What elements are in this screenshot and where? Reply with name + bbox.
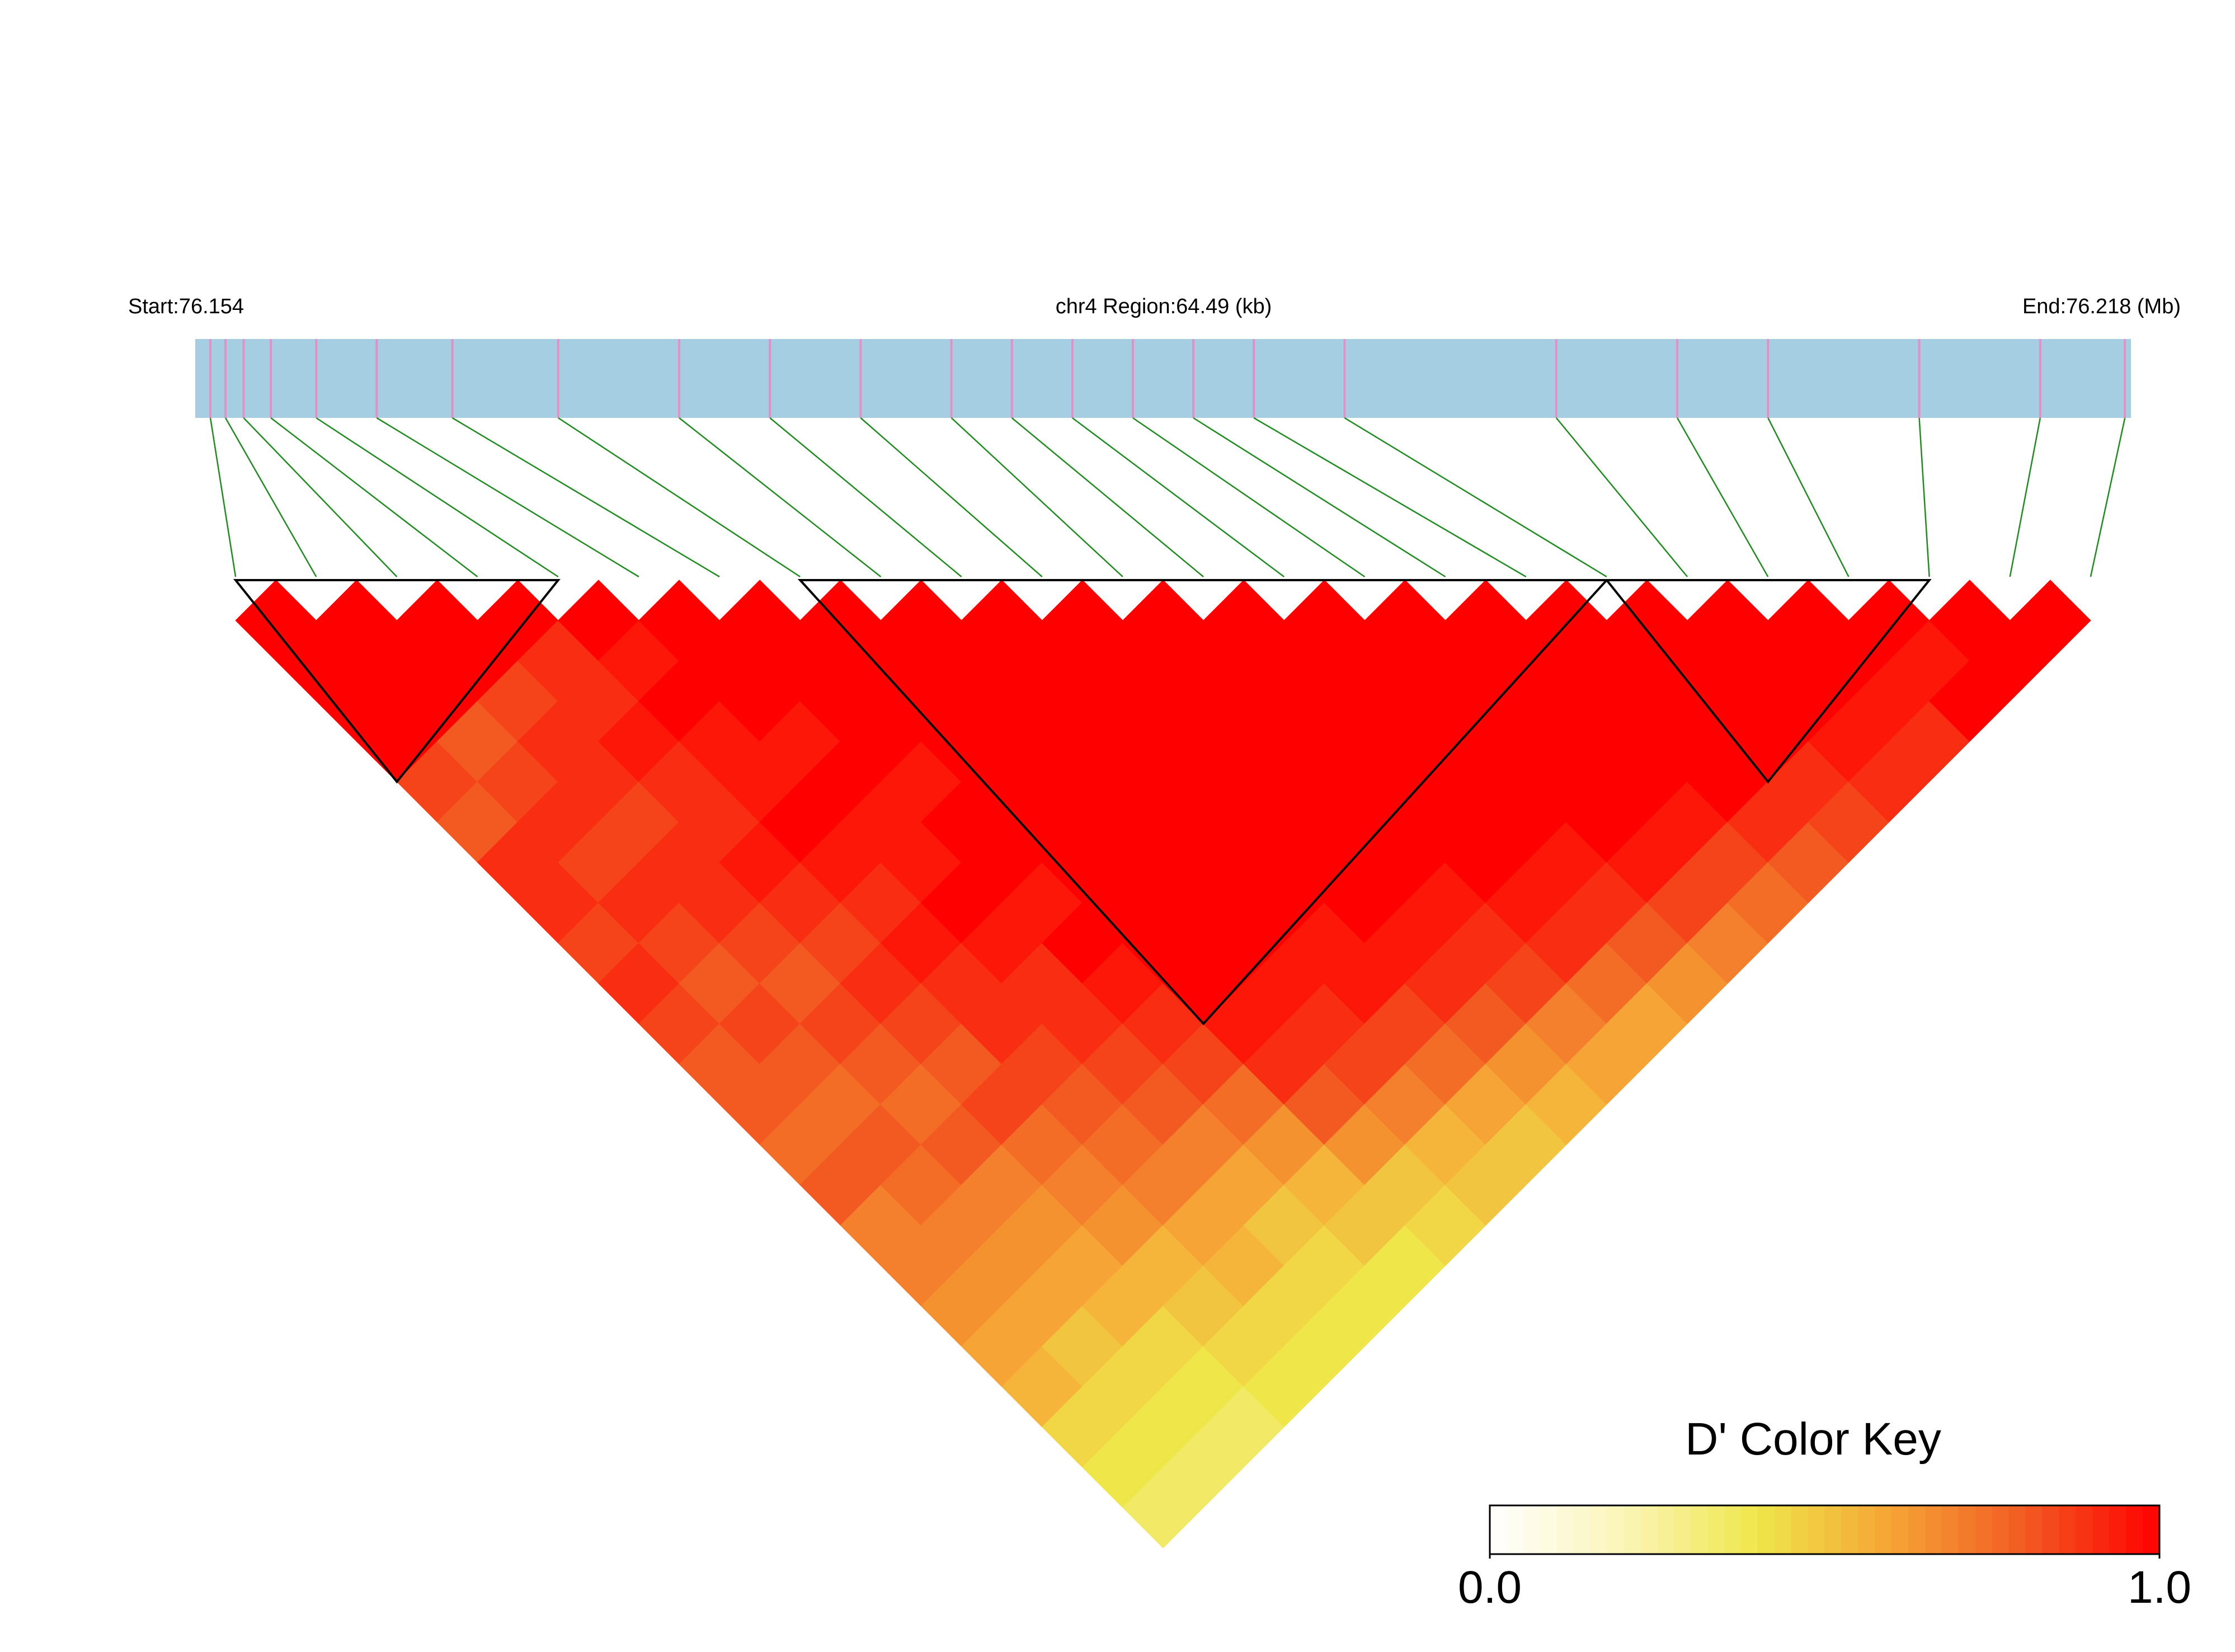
snp-link bbox=[1132, 417, 1366, 578]
color-key-swatch bbox=[1858, 1505, 1876, 1554]
snp-link bbox=[451, 417, 720, 578]
color-key-frame bbox=[1489, 1504, 2161, 1555]
region-label: chr4 Region:64.49 (kb) bbox=[1056, 295, 1272, 318]
color-key-swatch bbox=[1640, 1505, 1658, 1554]
color-key-swatch bbox=[1925, 1505, 1942, 1554]
color-key-swatch bbox=[1740, 1505, 1758, 1554]
snp-link bbox=[270, 417, 478, 577]
color-key-swatch bbox=[1958, 1505, 1976, 1554]
haplotype-block bbox=[1604, 579, 1932, 784]
snp-link bbox=[1918, 417, 1930, 577]
color-key-swatch bbox=[1992, 1505, 2010, 1554]
snp-link bbox=[558, 417, 801, 578]
color-key-swatch bbox=[2126, 1505, 2144, 1554]
gene-track bbox=[195, 339, 2131, 418]
color-key-swatch bbox=[1975, 1505, 1993, 1554]
snp-link bbox=[1072, 417, 1285, 577]
start-label: Start:76.154 bbox=[128, 295, 244, 318]
snp-link bbox=[1344, 417, 1607, 578]
color-key-swatch bbox=[1941, 1505, 1959, 1554]
color-key-swatch bbox=[1875, 1505, 1893, 1554]
color-key-swatch bbox=[1490, 1505, 1507, 1554]
snp-link bbox=[224, 417, 317, 577]
color-key-swatch bbox=[1841, 1505, 1859, 1554]
snp-link bbox=[951, 417, 1123, 577]
color-key-swatch bbox=[1724, 1505, 1742, 1554]
color-key-tick-label: 1.0 bbox=[2128, 1562, 2191, 1613]
color-key-swatch bbox=[1540, 1505, 1558, 1554]
color-key-swatch bbox=[1774, 1505, 1792, 1554]
color-key-swatch bbox=[1573, 1505, 1591, 1554]
snp-link bbox=[1676, 417, 1769, 577]
color-key-swatch bbox=[1891, 1505, 1909, 1554]
color-key-swatch bbox=[2059, 1505, 2077, 1554]
color-key-swatch bbox=[1674, 1505, 1692, 1554]
snp-link bbox=[2090, 417, 2126, 577]
color-key-swatch bbox=[2109, 1505, 2127, 1554]
snp-link bbox=[1767, 417, 1850, 577]
color-key-swatch bbox=[1506, 1505, 1524, 1554]
color-key-swatch bbox=[1757, 1505, 1775, 1554]
snp-link bbox=[243, 417, 398, 577]
snp-link bbox=[316, 417, 559, 578]
color-key-swatch bbox=[2092, 1505, 2110, 1554]
color-key-swatch bbox=[1607, 1505, 1625, 1554]
color-key-swatch bbox=[2008, 1505, 2026, 1554]
ld-cell bbox=[2010, 580, 2091, 661]
color-key-swatch bbox=[2076, 1505, 2093, 1554]
color-key-tick-label: 0.0 bbox=[1458, 1562, 1522, 1613]
color-key-swatch bbox=[2143, 1505, 2160, 1554]
color-key-swatch bbox=[1824, 1505, 1842, 1554]
snp-link bbox=[1193, 417, 1446, 578]
color-key-swatch bbox=[1523, 1505, 1541, 1554]
snp-link bbox=[860, 417, 1043, 577]
snp-link bbox=[1555, 417, 1688, 577]
color-key-swatch bbox=[1556, 1505, 1574, 1554]
color-key-swatch bbox=[1707, 1505, 1725, 1554]
color-key-swatch bbox=[1657, 1505, 1675, 1554]
color-key-swatch bbox=[1908, 1505, 1926, 1554]
color-key-swatch bbox=[1791, 1505, 1809, 1554]
end-label: End:76.218 (Mb) bbox=[2022, 295, 2181, 318]
snp-link bbox=[1011, 417, 1204, 577]
color-key-swatch bbox=[1624, 1505, 1641, 1554]
color-key-title: D' Color Key bbox=[1685, 1414, 1941, 1465]
color-key-swatch bbox=[1808, 1505, 1825, 1554]
snp-link bbox=[769, 417, 962, 577]
snp-link bbox=[1253, 417, 1527, 578]
color-key-swatch bbox=[1590, 1505, 1608, 1554]
snp-link bbox=[679, 417, 882, 577]
snp-link bbox=[2009, 417, 2041, 577]
color-key-swatch bbox=[2025, 1505, 2043, 1554]
color-key-swatch bbox=[1691, 1505, 1709, 1554]
snp-link bbox=[209, 417, 237, 577]
color-key-swatch bbox=[2042, 1505, 2060, 1554]
haplotype-block bbox=[797, 579, 1610, 1025]
snp-link bbox=[376, 417, 639, 578]
haplotype-block bbox=[233, 579, 561, 784]
